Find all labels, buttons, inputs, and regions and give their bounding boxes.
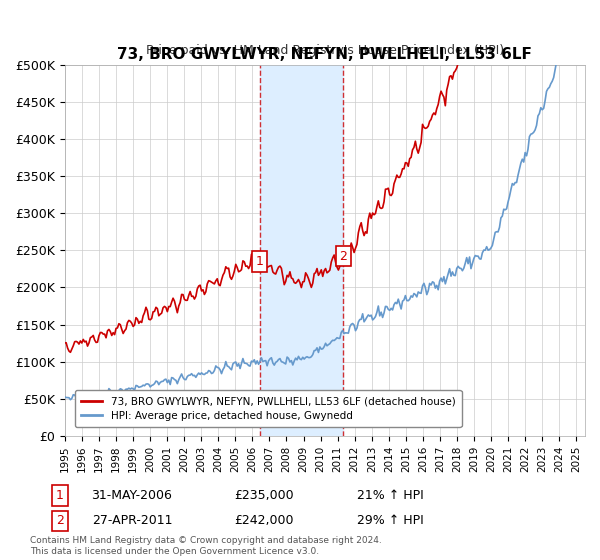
Text: 29% ↑ HPI: 29% ↑ HPI [356, 514, 424, 528]
Legend: 73, BRO GWYLWYR, NEFYN, PWLLHELI, LL53 6LF (detached house), HPI: Average price,: 73, BRO GWYLWYR, NEFYN, PWLLHELI, LL53 6… [75, 390, 461, 427]
Text: 27-APR-2011: 27-APR-2011 [92, 514, 172, 528]
Text: 21% ↑ HPI: 21% ↑ HPI [356, 489, 424, 502]
Text: £235,000: £235,000 [234, 489, 294, 502]
Text: 1: 1 [256, 255, 263, 268]
Text: Contains HM Land Registry data © Crown copyright and database right 2024.
This d: Contains HM Land Registry data © Crown c… [30, 536, 382, 556]
Text: 1: 1 [56, 489, 64, 502]
Text: £242,000: £242,000 [234, 514, 294, 528]
Title: 73, BRO GWYLWYR, NEFYN, PWLLHELI, LL53 6LF: 73, BRO GWYLWYR, NEFYN, PWLLHELI, LL53 6… [118, 47, 532, 62]
Text: Price paid vs. HM Land Registry's House Price Index (HPI): Price paid vs. HM Land Registry's House … [146, 44, 504, 57]
Text: 2: 2 [340, 250, 347, 263]
Text: 2: 2 [56, 514, 64, 528]
Bar [260, 64, 343, 436]
Text: 31-MAY-2006: 31-MAY-2006 [92, 489, 172, 502]
